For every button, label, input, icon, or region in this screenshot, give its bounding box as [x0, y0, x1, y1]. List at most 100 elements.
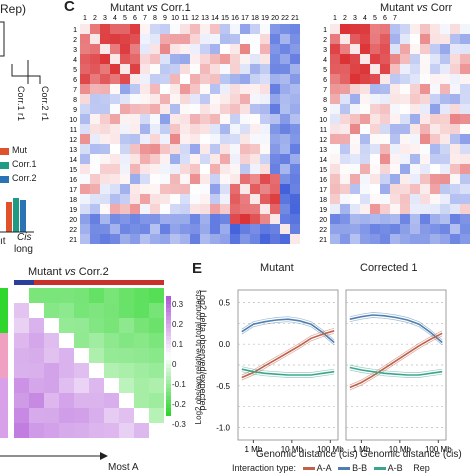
heatmap-cell — [104, 378, 119, 393]
heatmap-cell — [90, 204, 100, 214]
heatmap-cell — [130, 84, 140, 94]
heatmap-cell — [270, 44, 280, 54]
colorbar-ticks: 0.3 0.2 0.1 0 -0.1 -0.2 -0.3 — [172, 300, 186, 440]
legend-aa: A-A — [316, 463, 332, 473]
heatmap-cell — [230, 44, 240, 54]
row-label: 10 — [69, 117, 77, 124]
heatmap-cell — [80, 24, 90, 34]
colorbar-segment — [166, 392, 171, 396]
heatmap-cell — [100, 34, 110, 44]
heatmap-cell — [420, 74, 430, 84]
heatmap-cell — [410, 134, 420, 144]
heatmap-cell — [140, 24, 150, 34]
tree-label-corr2: Corr.2 r1 — [40, 86, 50, 122]
heatmap-cell — [130, 34, 140, 44]
heatmap-cell — [119, 303, 134, 318]
heatmap-cell — [390, 194, 400, 204]
heatmap-cell — [140, 154, 150, 164]
heatmap-cell — [44, 333, 59, 348]
heatmap-cell — [240, 214, 250, 224]
heatmap-cell — [280, 154, 290, 164]
heatmap-cell — [460, 154, 470, 164]
heatmap-cell — [340, 94, 350, 104]
heatmap-cell — [430, 124, 440, 134]
heatmap-cell — [440, 94, 450, 104]
colorbar-label: Log2 delta observed/expected — [198, 290, 208, 411]
heatmap-cell — [200, 104, 210, 114]
heatmap-cell — [160, 114, 170, 124]
heatmap-cell — [390, 144, 400, 154]
heatmap-cell — [430, 164, 440, 174]
heatmap-cell — [110, 204, 120, 214]
heatmap-cell — [370, 124, 380, 134]
heatmap-cell — [430, 154, 440, 164]
heatmap-cell — [110, 74, 120, 84]
heatmap-cell — [260, 184, 270, 194]
heatmap-cell — [380, 164, 390, 174]
heatmap-cell — [460, 74, 470, 84]
left-annotation-cell — [0, 378, 8, 393]
heatmap-cell — [440, 154, 450, 164]
heatmap-cell — [140, 174, 150, 184]
heatmap-cell — [90, 214, 100, 224]
heatmap-cell — [110, 24, 120, 34]
heatmap-cell — [350, 164, 360, 174]
row-label: 11 — [320, 127, 327, 134]
row-label: 19 — [69, 207, 77, 214]
heatmap-cell — [440, 54, 450, 64]
heatmap-cell — [410, 74, 420, 84]
heatmap-cell — [280, 24, 290, 34]
heatmap-cell — [390, 214, 400, 224]
heatmap-cell — [140, 104, 150, 114]
heatmap-cell — [420, 124, 430, 134]
heatmap-cell — [260, 144, 270, 154]
heatmap-cell — [130, 124, 140, 134]
heatmap-cell — [200, 154, 210, 164]
heatmap-cell — [140, 194, 150, 204]
heatmap-cell — [220, 104, 230, 114]
heatmap-cell — [420, 144, 430, 154]
legend-swatch-aa — [302, 467, 315, 471]
heatmap-cell — [150, 204, 160, 214]
heatmap-cell — [400, 64, 410, 74]
heatmap-cell — [170, 134, 180, 144]
heatmap-cell — [460, 104, 470, 114]
heatmap-cell — [59, 318, 74, 333]
heatmap-cell — [200, 124, 210, 134]
heatmap-cell — [89, 423, 104, 438]
heatmap-cell — [200, 204, 210, 214]
heatmap-cell — [220, 124, 230, 134]
heatmap-cell — [90, 104, 100, 114]
heatmap-cell — [134, 348, 149, 363]
heatmap-cell — [140, 184, 150, 194]
heatmap-cell — [130, 174, 140, 184]
colorbar-segment — [166, 332, 171, 336]
panel-c-letter: C — [64, 0, 75, 15]
colorbar-segment — [166, 300, 171, 304]
heatmap-cell — [280, 84, 290, 94]
heatmap-cell — [190, 204, 200, 214]
colorbar-tick: 0 — [172, 360, 177, 369]
row-label: 8 — [323, 97, 327, 104]
heatmap-cell — [390, 224, 400, 234]
heatmap-cell — [140, 134, 150, 144]
heatmap-cell — [44, 378, 59, 393]
heatmap-cell — [250, 144, 260, 154]
heatmap-cell — [149, 303, 164, 318]
heatmap-cell — [180, 204, 190, 214]
heatmap-cell — [390, 64, 400, 74]
heatmap-cell — [110, 114, 120, 124]
heatmap-cell — [380, 144, 390, 154]
legend-trailing: Rep — [413, 463, 430, 473]
heatmap-cell — [360, 104, 370, 114]
heatmap-cell — [420, 104, 430, 114]
heatmap-cell — [390, 174, 400, 184]
heatmap-cell — [350, 234, 360, 244]
heatmap-cell — [430, 34, 440, 44]
heatmap-cell — [120, 154, 130, 164]
heatmap-cell — [330, 204, 340, 214]
heatmap-cell — [90, 174, 100, 184]
heatmap-cell — [380, 204, 390, 214]
colorbar-tick: 0.1 — [172, 340, 184, 349]
heatmap-cell — [430, 104, 440, 114]
